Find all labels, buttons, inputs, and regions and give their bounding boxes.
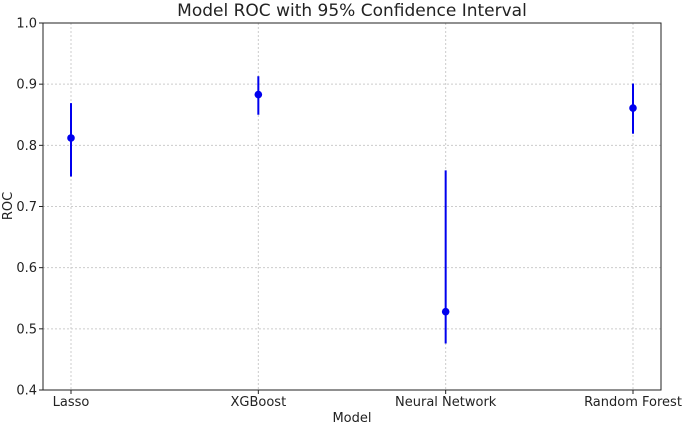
data-point bbox=[629, 104, 637, 112]
x-axis: Lasso XGBoost Neural Network Random Forest bbox=[53, 390, 682, 410]
y-tick-label: 1.0 bbox=[16, 17, 37, 32]
data-point bbox=[254, 90, 263, 99]
x-axis-label: Model bbox=[332, 411, 371, 424]
x-tick-label: Random Forest bbox=[584, 395, 682, 410]
data-point bbox=[67, 134, 75, 142]
chart-title: Model ROC with 95% Confidence Interval bbox=[177, 1, 527, 21]
data-point bbox=[441, 307, 450, 316]
y-tick-label: 0.9 bbox=[16, 78, 37, 93]
y-tick-label: 0.4 bbox=[16, 384, 37, 399]
x-tick-label: Lasso bbox=[53, 395, 90, 410]
y-tick-label: 0.5 bbox=[16, 322, 37, 337]
y-tick-label: 0.8 bbox=[16, 139, 37, 154]
y-axis-label: ROC bbox=[1, 192, 16, 220]
y-axis: 0.4 0.5 0.6 0.7 0.8 0.9 1.0 bbox=[16, 17, 43, 399]
x-tick-label: Neural Network bbox=[395, 395, 497, 410]
grid bbox=[43, 22, 661, 391]
y-tick-label: 0.6 bbox=[16, 261, 37, 276]
data-marks bbox=[67, 76, 637, 344]
x-tick-label: XGBoost bbox=[230, 395, 286, 410]
y-tick-label: 0.7 bbox=[16, 200, 37, 215]
